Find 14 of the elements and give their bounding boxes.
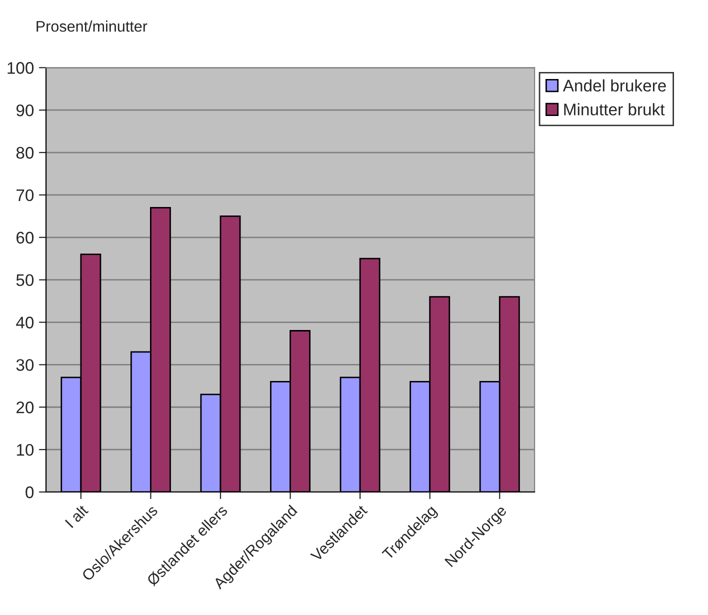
y-tick-label: 20	[16, 402, 34, 414]
y-tick-label: 80	[16, 146, 34, 159]
y-tick-label: 0	[26, 486, 34, 498]
y-tick-label: 30	[16, 359, 34, 371]
y-tick-label: 100	[8, 62, 34, 74]
y-tick-label: 90	[16, 104, 34, 116]
legend-label: Andel brukere	[562, 79, 666, 92]
y-axis-title: Prosent/minutter	[36, 20, 148, 32]
y-tick-label: 60	[16, 232, 34, 244]
legend-label: Minutter brukt	[564, 103, 665, 116]
y-tick-label: 50	[16, 274, 34, 286]
y-tick-label: 10	[16, 444, 34, 456]
y-tick-label: 70	[16, 189, 34, 202]
y-tick-label: 40	[16, 316, 34, 328]
